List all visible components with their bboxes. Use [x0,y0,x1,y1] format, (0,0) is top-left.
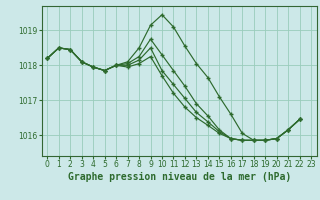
X-axis label: Graphe pression niveau de la mer (hPa): Graphe pression niveau de la mer (hPa) [68,172,291,182]
